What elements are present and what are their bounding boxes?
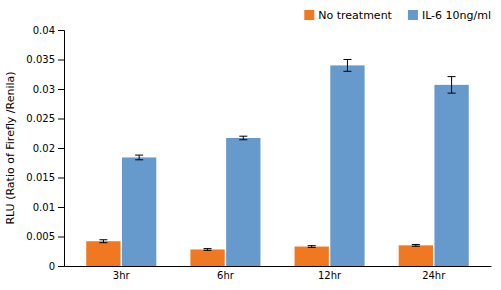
tick-label: 0.025 — [26, 113, 55, 124]
tick-mark — [58, 30, 64, 31]
error-bar — [412, 244, 420, 246]
legend-swatch — [408, 10, 418, 20]
tick-mark — [58, 178, 64, 179]
axis-line — [58, 31, 65, 267]
error-bar — [204, 249, 212, 251]
tick-mark — [58, 207, 64, 208]
legend-item: No treatment — [304, 9, 392, 22]
tick-label: 0.01 — [33, 202, 55, 213]
tick-mark — [58, 60, 64, 61]
bar — [330, 65, 364, 266]
tick-label: 0.005 — [26, 231, 55, 242]
y-axis-title: RLU (Ratio of Firefly /Renila) — [4, 71, 17, 224]
series — [122, 60, 469, 267]
bar — [226, 138, 260, 266]
error-bar — [239, 136, 247, 140]
tick: 0.02 — [33, 143, 64, 154]
tick-mark — [58, 89, 64, 90]
bar — [122, 157, 156, 266]
marks — [86, 60, 468, 267]
bar — [86, 241, 120, 266]
legend: No treatment IL-6 10ng/ml — [304, 9, 491, 22]
legend-label: No treatment — [318, 9, 392, 22]
y-axis: 0 0.005 0.01 0.015 0.02 0.025 0.03 0.035 0.04 — [26, 25, 64, 272]
tick-label: 0 — [49, 261, 55, 272]
x-axis: 3hr 6hr 12hr 24hr — [65, 267, 492, 282]
tick: 0.03 — [33, 84, 64, 95]
tick-label: 0.035 — [26, 54, 55, 65]
tick-label: 6hr — [217, 270, 235, 281]
bar — [434, 85, 468, 266]
legend-swatch — [304, 10, 314, 20]
error-bar — [343, 60, 351, 72]
tick: 0.015 — [26, 172, 64, 183]
tick-label: 0.02 — [33, 143, 55, 154]
tick-label: 0.015 — [26, 172, 55, 183]
tick-mark — [58, 119, 64, 120]
legend-item: IL-6 10ng/ml — [408, 9, 491, 22]
tick: 0.025 — [26, 113, 64, 124]
tick-label: 0.04 — [33, 25, 55, 36]
plot: 0 0.005 0.01 0.015 0.02 0.025 0.03 0.035 0.04 3hr… — [26, 25, 491, 281]
tick: 6hr — [217, 270, 235, 281]
bar — [190, 249, 224, 266]
chart: 0 0.005 0.01 0.015 0.02 0.025 0.03 0.035 0.04 3hr… — [0, 0, 501, 290]
tick-label: 3hr — [113, 270, 131, 281]
tick: 24hr — [422, 270, 446, 281]
tick: 12hr — [318, 270, 342, 281]
tick-label: 24hr — [422, 270, 446, 281]
tick: 0.04 — [33, 25, 64, 36]
error-bar — [308, 246, 316, 248]
legend-label: IL-6 10ng/ml — [422, 9, 491, 22]
tick-mark — [58, 266, 64, 267]
bar — [295, 247, 329, 266]
error-bar — [448, 77, 456, 94]
tick: 3hr — [113, 270, 131, 281]
error-bar — [135, 155, 143, 160]
axis-line — [65, 266, 492, 267]
tick-label: 0.03 — [33, 84, 55, 95]
tick: 0.005 — [26, 231, 64, 242]
tick: 0 — [49, 261, 64, 272]
bar — [399, 245, 433, 266]
tick-label: 12hr — [318, 270, 342, 281]
tick-mark — [58, 237, 64, 238]
tick-mark — [58, 148, 64, 149]
tick: 0.01 — [33, 202, 64, 213]
tick: 0.035 — [26, 54, 64, 65]
error-bar — [99, 240, 107, 243]
